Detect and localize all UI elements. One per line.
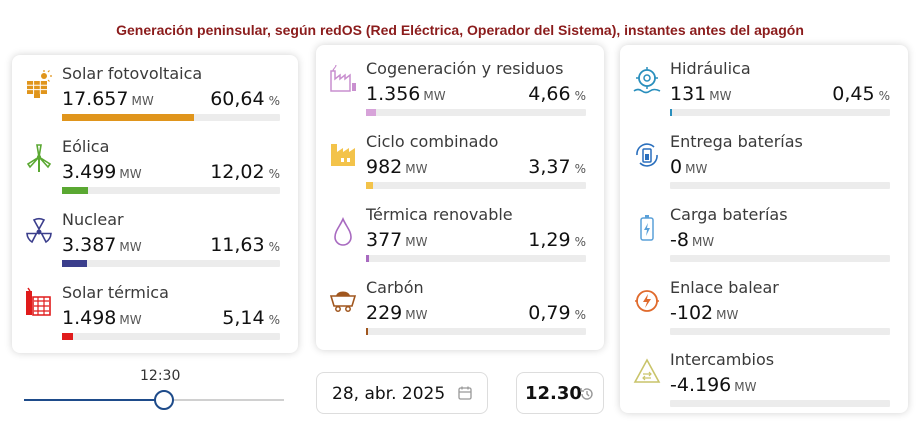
item-entrega-baterias: Entrega baterías 0 MW <box>620 132 908 192</box>
share-bar-fill <box>62 333 74 340</box>
item-carga-baterias: Carga baterías -8 MW <box>620 205 908 265</box>
generation-card-2: Cogeneración y residuos 1.356 MW 4,66% Ci… <box>316 45 604 350</box>
share-bar <box>670 400 890 407</box>
time-slider[interactable]: 12:30 <box>12 366 297 414</box>
slider-track[interactable] <box>24 399 284 401</box>
item-label: Solar térmica <box>62 283 169 302</box>
item-percent: 12,02% <box>210 161 280 183</box>
item-label: Carbón <box>366 278 424 297</box>
share-bar <box>366 182 586 189</box>
item-value: 3.387 MW <box>62 234 142 256</box>
share-bar <box>62 260 280 267</box>
item-value: -8 MW <box>670 229 715 251</box>
item-carbon: Carbón 229 MW 0,79% <box>316 278 604 338</box>
slider-thumb[interactable] <box>154 390 175 410</box>
item-value: 1.498 MW <box>62 307 142 329</box>
share-bar <box>670 255 890 262</box>
share-bar-fill <box>62 187 89 194</box>
item-value: 3.499 MW <box>62 161 142 183</box>
item-label: Eólica <box>62 137 110 156</box>
item-label: Intercambios <box>670 350 775 369</box>
item-label: Nuclear <box>62 210 124 229</box>
share-bar <box>366 328 586 335</box>
share-bar <box>670 328 890 335</box>
coal-cart-icon <box>329 291 357 312</box>
item-label: Enlace balear <box>670 278 779 297</box>
item-label: Térmica renovable <box>366 205 513 224</box>
item-value: 1.356 MW <box>366 83 446 105</box>
item-value: -4.196 MW <box>670 374 757 396</box>
item-percent: 3,37% <box>528 156 586 178</box>
share-bar <box>62 114 280 121</box>
generation-card-1: Solar fotovoltaica 17.657 MW 60,64% Eólic… <box>12 55 298 353</box>
date-picker[interactable]: 28, abr. 2025 <box>316 372 488 414</box>
share-bar <box>62 333 280 340</box>
wind-turbine-icon <box>26 144 52 172</box>
balearic-link-icon <box>635 290 659 312</box>
slider-time-label: 12:30 <box>140 368 181 384</box>
item-value: 229 MW <box>366 302 428 324</box>
page-title: Generación peninsular, según redOS (Red … <box>116 22 804 38</box>
item-intercambios: Intercambios -4.196 MW <box>620 350 908 410</box>
item-value: 377 MW <box>366 229 428 251</box>
battery-delivery-icon <box>636 143 658 167</box>
generation-card-3: Hidráulica 131 MW 0,45% Entrega baterías … <box>620 45 908 413</box>
item-eolica: Eólica 3.499 MW 12,02% <box>12 137 298 197</box>
item-percent: 0,79% <box>528 302 586 324</box>
item-nuclear: Nuclear 3.387 MW 11,63% <box>12 210 298 270</box>
item-percent: 4,66% <box>528 83 586 105</box>
share-bar <box>366 109 586 116</box>
item-cogeneracion: Cogeneración y residuos 1.356 MW 4,66% <box>316 59 604 119</box>
slider-fill <box>24 399 165 401</box>
share-bar <box>670 182 890 189</box>
item-value: 0 MW <box>670 156 708 178</box>
share-bar-fill <box>366 109 377 116</box>
battery-charge-icon <box>640 215 654 241</box>
exchange-icon <box>633 358 661 383</box>
calendar-icon[interactable] <box>457 385 473 401</box>
drop-icon <box>334 217 352 246</box>
item-label: Carga baterías <box>670 205 788 224</box>
item-enlace-balear: Enlace balear -102 MW <box>620 278 908 338</box>
share-bar-fill <box>366 255 369 262</box>
item-ciclo-combinado: Ciclo combinado 982 MW 3,37% <box>316 132 604 192</box>
item-label: Hidráulica <box>670 59 751 78</box>
share-bar-fill <box>62 114 195 121</box>
share-bar-fill <box>670 109 672 116</box>
item-value: 982 MW <box>366 156 428 178</box>
item-value: -102 MW <box>670 302 739 324</box>
nuclear-icon <box>26 218 52 244</box>
share-bar-fill <box>62 260 88 267</box>
item-percent: 1,29% <box>528 229 586 251</box>
hydro-icon <box>633 67 661 94</box>
time-picker[interactable]: 12.30 <box>516 372 604 414</box>
history-icon[interactable] <box>579 386 595 402</box>
item-percent: 11,63% <box>210 234 280 256</box>
item-hidraulica: Hidráulica 131 MW 0,45% <box>620 59 908 119</box>
date-value: 28, abr. 2025 <box>332 384 446 404</box>
item-percent: 0,45% <box>832 83 890 105</box>
item-percent: 5,14% <box>222 307 280 329</box>
item-solar-fotovoltaica: Solar fotovoltaica 17.657 MW 60,64% <box>12 64 298 124</box>
item-solar-termica: Solar térmica 1.498 MW 5,14% <box>12 283 298 343</box>
combined-cycle-icon <box>331 144 355 166</box>
item-label: Solar fotovoltaica <box>62 64 203 83</box>
item-termica-renovable: Térmica renovable 377 MW 1,29% <box>316 205 604 265</box>
share-bar-fill <box>366 328 368 335</box>
time-value: 12.30 <box>525 383 582 404</box>
share-bar <box>62 187 280 194</box>
item-label: Cogeneración y residuos <box>366 59 564 78</box>
share-bar <box>670 109 890 116</box>
cogeneration-icon <box>330 64 356 92</box>
solar-thermal-icon <box>26 287 51 316</box>
share-bar-fill <box>366 182 374 189</box>
item-label: Ciclo combinado <box>366 132 499 151</box>
share-bar <box>366 255 586 262</box>
item-value: 131 MW <box>670 83 732 105</box>
item-value: 17.657 MW <box>62 88 154 110</box>
item-percent: 60,64% <box>210 88 280 110</box>
solar-panel-icon <box>27 70 52 98</box>
item-label: Entrega baterías <box>670 132 803 151</box>
